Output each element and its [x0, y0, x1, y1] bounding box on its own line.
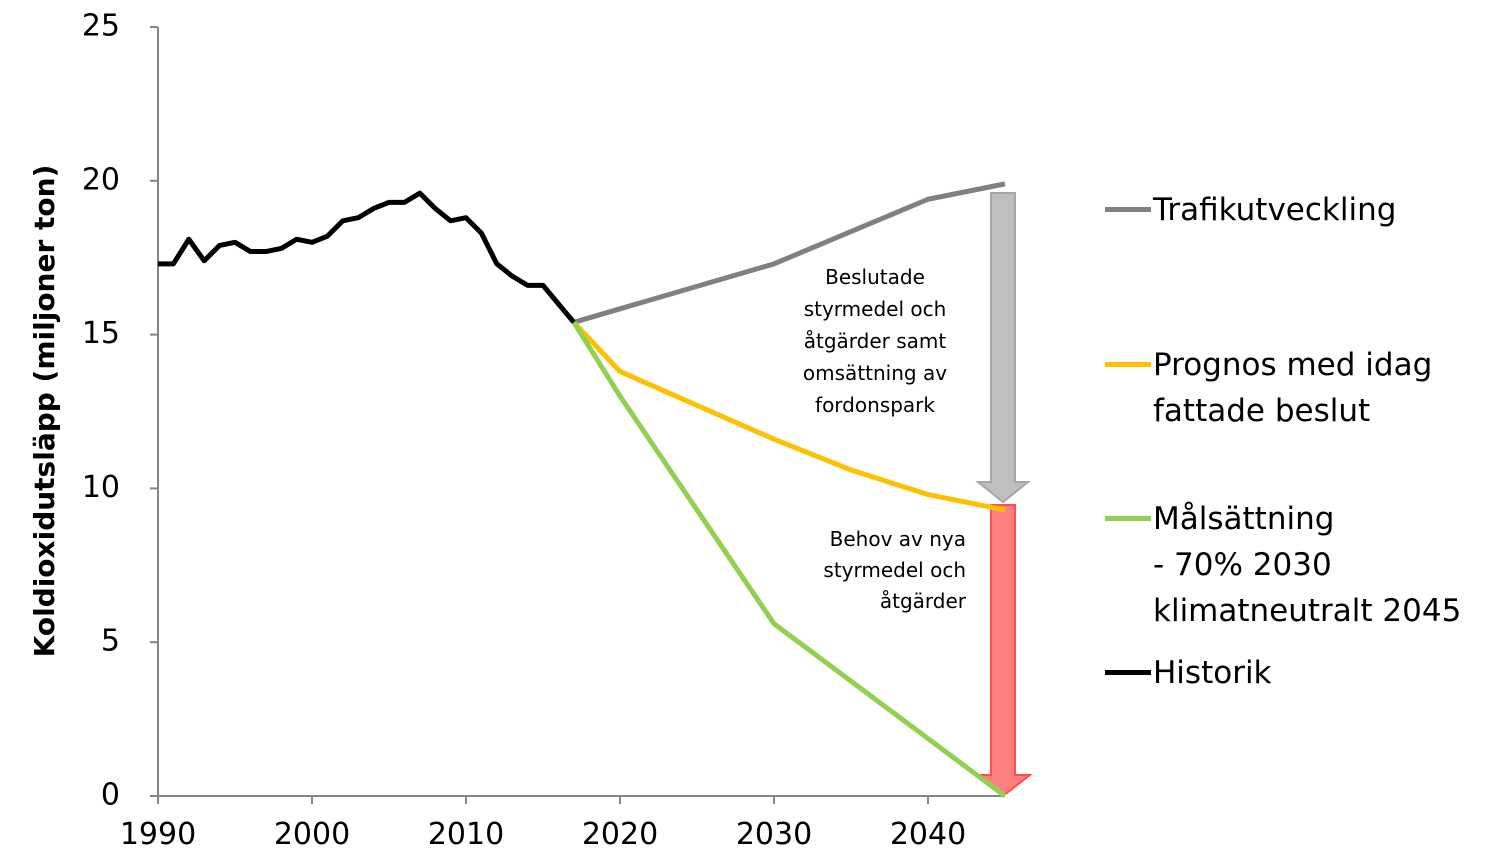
annotation: Behov av nya styrmedel och åtgärder: [823, 527, 966, 613]
x-tick-label: 2030: [736, 817, 812, 852]
legend-swatch: [1105, 207, 1151, 212]
y-tick-label: 10: [82, 470, 120, 505]
legend-item: Historik: [1105, 650, 1272, 696]
legend-label: Historik: [1153, 655, 1272, 691]
legend-swatch: [1105, 362, 1151, 367]
line: [571, 320, 1007, 799]
legend-swatch: [1105, 670, 1151, 675]
annotation: Beslutade styrmedel och åtgärder samt om…: [802, 265, 948, 417]
y-tick-label: 25: [82, 9, 120, 44]
legend-swatch: [1105, 516, 1151, 521]
legend-label: Prognos med idag fattade beslut: [1153, 347, 1433, 429]
x-tick-label: 1990: [120, 817, 196, 852]
legend-label: Trafikutveckling: [1153, 192, 1397, 228]
red-arrow: [973, 504, 1033, 798]
legend-item: Trafikutveckling: [1105, 187, 1396, 233]
y-tick-label: 20: [82, 162, 120, 197]
gray-arrow: [975, 192, 1031, 504]
line: [158, 190, 576, 324]
legend-label: Målsättning - 70% 2030 klimatneutralt 20…: [1153, 501, 1462, 629]
line: [571, 320, 1006, 513]
x-tick-label: 2040: [890, 817, 966, 852]
y-axis-label: Koldioxidutsläpp (miljoner ton): [28, 165, 61, 658]
y-tick-label: 0: [101, 778, 120, 813]
x-tick-label: 2010: [428, 817, 504, 852]
line: [573, 181, 1006, 325]
legend-item: Målsättning - 70% 2030 klimatneutralt 20…: [1105, 496, 1461, 634]
legend-item: Prognos med idag fattade beslut: [1105, 342, 1432, 434]
arrows: [973, 192, 1033, 798]
y-tick-label: 15: [82, 316, 120, 351]
x-tick-label: 2000: [274, 817, 350, 852]
x-tick-label: 2020: [582, 817, 658, 852]
y-tick-label: 5: [101, 624, 120, 659]
